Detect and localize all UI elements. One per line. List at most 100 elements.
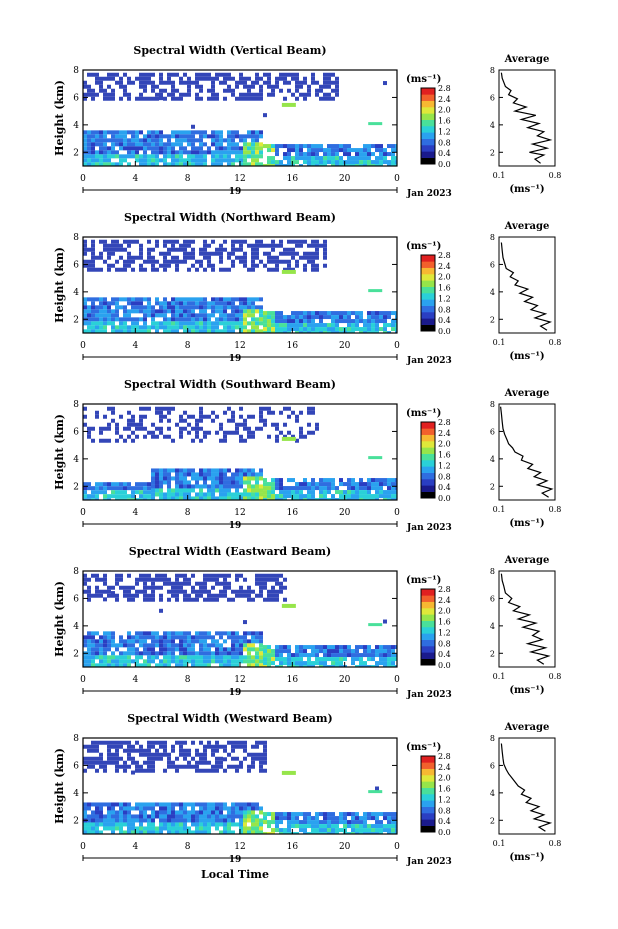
echo-cell xyxy=(171,802,175,806)
echo-cell xyxy=(175,301,179,305)
echo-cell xyxy=(95,309,99,313)
echo-cell xyxy=(99,806,103,810)
echo-cell xyxy=(267,327,271,331)
echo-cell xyxy=(151,598,155,602)
echo-cell xyxy=(103,826,107,830)
echo-cell xyxy=(235,158,239,162)
echo-cell xyxy=(175,423,179,427)
echo-cell xyxy=(375,649,379,653)
echo-cell xyxy=(239,655,243,659)
echo-cell xyxy=(347,824,351,828)
echo-cell xyxy=(299,427,303,431)
echo-cell xyxy=(151,635,155,639)
echo-cell xyxy=(319,311,323,315)
echo-cell xyxy=(359,152,363,156)
echo-cell xyxy=(147,578,151,582)
echo-cell xyxy=(255,97,259,101)
echo-cell xyxy=(359,816,363,820)
echo-cell xyxy=(163,480,167,484)
echo-cell xyxy=(143,309,147,313)
echo-cell xyxy=(135,305,139,309)
echo-cell xyxy=(99,142,103,146)
echo-cell xyxy=(227,305,231,309)
echo-cell xyxy=(235,822,239,826)
echo-cell xyxy=(107,73,111,77)
echo-cell xyxy=(367,657,371,661)
echo-cell xyxy=(191,240,195,244)
echo-cell xyxy=(175,647,179,651)
echo-cell xyxy=(303,645,307,649)
echo-cell xyxy=(219,484,223,488)
echo-cell xyxy=(99,325,103,329)
echo-cell xyxy=(195,814,199,818)
echo-cell xyxy=(91,89,95,93)
echo-cell xyxy=(131,598,135,602)
echo-cell xyxy=(267,268,271,272)
echo-cell xyxy=(111,301,115,305)
echo-cell xyxy=(271,478,275,482)
echo-cell xyxy=(263,753,267,757)
echo-cell xyxy=(383,490,387,494)
echo-cell xyxy=(235,757,239,761)
echo-cell xyxy=(359,327,363,331)
x-tick-label: 8 xyxy=(185,174,191,184)
echo-cell xyxy=(327,482,331,486)
echo-cell xyxy=(107,810,111,814)
echo-cell xyxy=(283,486,287,490)
echo-cell xyxy=(331,816,335,820)
echo-cell xyxy=(151,134,155,138)
echo-cell xyxy=(235,150,239,154)
echo-cell xyxy=(259,77,263,81)
colorbar-swatch xyxy=(421,145,435,152)
echo-cell xyxy=(151,256,155,260)
echo-cell xyxy=(135,765,139,769)
echo-cell xyxy=(307,323,311,327)
echo-cell xyxy=(315,323,319,327)
echo-cell xyxy=(115,482,119,486)
echo-cell xyxy=(191,138,195,142)
echo-cell xyxy=(227,138,231,142)
echo-cell xyxy=(263,423,267,427)
echo-cell xyxy=(295,85,299,89)
echo-cell xyxy=(207,806,211,810)
echo-cell xyxy=(367,144,371,148)
echo-cell xyxy=(123,490,127,494)
echo-cell xyxy=(227,635,231,639)
echo-cell xyxy=(211,240,215,244)
echo-cell xyxy=(171,590,175,594)
echo-cell xyxy=(247,651,251,655)
echo-cell xyxy=(115,769,119,773)
echo-cell xyxy=(279,490,283,494)
echo-cell xyxy=(147,757,151,761)
echo-cell xyxy=(111,826,115,830)
echo-cell xyxy=(259,635,263,639)
echo-cell xyxy=(163,407,167,411)
echo-cell xyxy=(147,252,151,256)
echo-cell xyxy=(123,85,127,89)
echo-cell xyxy=(255,818,259,822)
echo-cell xyxy=(151,309,155,313)
echo-cell xyxy=(151,476,155,480)
echo-cell xyxy=(203,252,207,256)
echo-cell xyxy=(171,297,175,301)
echo-cell xyxy=(211,150,215,154)
colorbar-tick-label: 1.6 xyxy=(438,284,451,293)
echo-cell xyxy=(135,490,139,494)
echo-cell xyxy=(147,818,151,822)
echo-cell xyxy=(87,590,91,594)
echo-cell xyxy=(347,148,351,152)
x-tick-label: 0 xyxy=(80,842,86,852)
echo-cell xyxy=(227,325,231,329)
echo-cell xyxy=(147,431,151,435)
echo-cell xyxy=(183,305,187,309)
echo-cell xyxy=(103,741,107,745)
echo-cell xyxy=(147,814,151,818)
echo-cell xyxy=(87,138,91,142)
echo-cell xyxy=(379,657,383,661)
echo-cell xyxy=(335,152,339,156)
colorbar-swatch xyxy=(421,268,435,275)
echo-cell xyxy=(287,407,291,411)
echo-cell xyxy=(363,645,367,649)
echo-cell xyxy=(271,598,275,602)
echo-cell xyxy=(231,822,235,826)
